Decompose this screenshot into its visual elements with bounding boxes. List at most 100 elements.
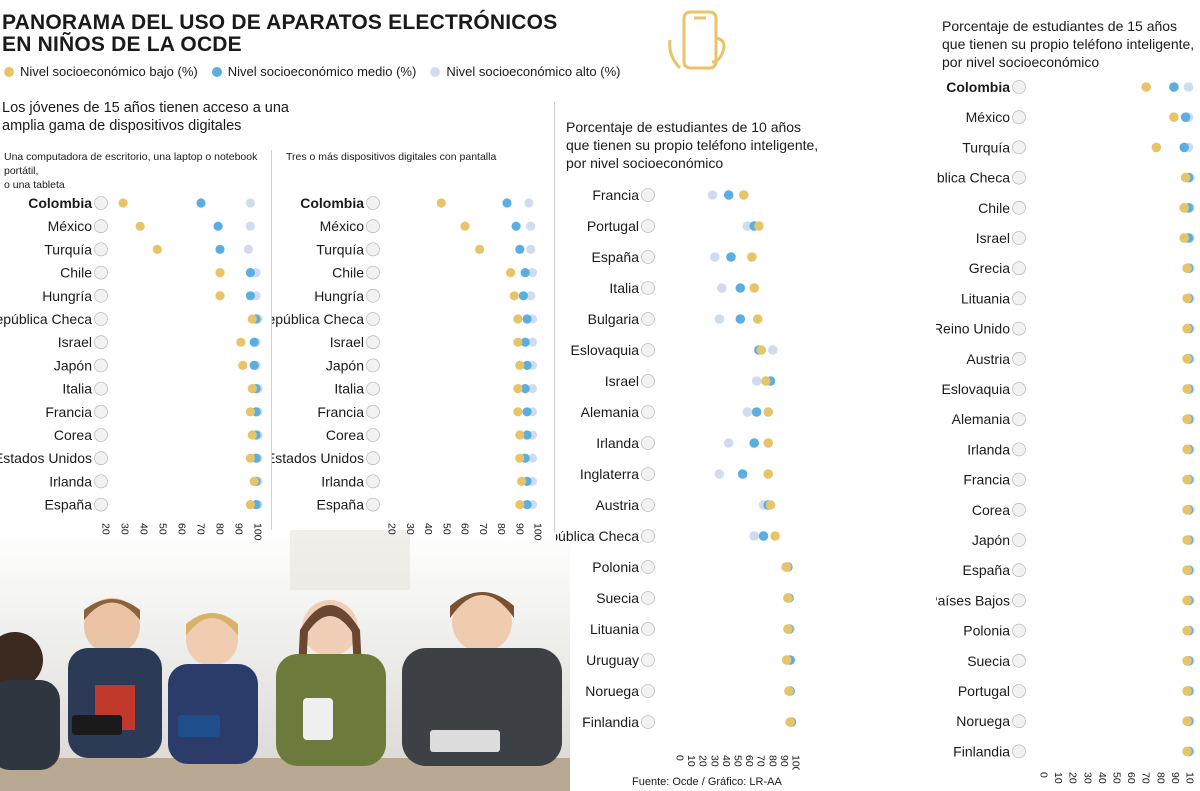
- data-point-mid: [249, 337, 259, 347]
- flag-icon: [641, 250, 655, 264]
- legend-swatch-high: [430, 66, 441, 77]
- country-label: Irlanda: [49, 473, 92, 489]
- data-point-high: [751, 376, 762, 386]
- country-label: Corea: [972, 502, 1010, 518]
- x-tick-label: 70: [195, 523, 207, 535]
- legend-item-mid: Nivel socioeconómico medio (%): [211, 64, 416, 79]
- data-point-low: [781, 655, 792, 665]
- x-tick-label: 60: [176, 523, 188, 535]
- data-point-low: [761, 376, 771, 386]
- country-label: Francia: [45, 404, 92, 420]
- data-point-low: [247, 314, 257, 324]
- data-point-low: [515, 360, 525, 370]
- chart3-title-line1: Porcentaje de estudiantes de 10 años: [566, 119, 802, 135]
- flag-icon: [366, 196, 380, 210]
- data-point-mid: [515, 244, 525, 254]
- x-tick-label: 50: [157, 523, 169, 535]
- data-point-mid: [249, 360, 259, 370]
- flag-icon: [641, 405, 655, 419]
- data-point-high: [714, 469, 725, 479]
- flag-icon: [1012, 351, 1026, 366]
- country-label: Japón: [326, 357, 364, 373]
- flag-icon: [1012, 502, 1026, 517]
- chart4-title: Porcentaje de estudiantes de 15 años que…: [942, 17, 1194, 71]
- flag-icon: [94, 428, 108, 442]
- x-tick-label: 70: [1140, 772, 1152, 784]
- data-point-low: [1182, 444, 1192, 455]
- x-tick-label: 20: [1067, 772, 1079, 784]
- data-point-high: [245, 221, 255, 231]
- flag-icon: [94, 404, 108, 419]
- flag-icon: [366, 428, 380, 442]
- flag-icon: [1012, 140, 1026, 155]
- data-point-mid: [522, 430, 532, 440]
- data-point-low: [763, 438, 773, 448]
- country-label: Alemania: [952, 411, 1011, 427]
- data-point-low: [1182, 716, 1192, 726]
- flag-icon: [1012, 744, 1026, 759]
- flag-icon: [366, 358, 380, 373]
- flag-icon: [641, 312, 655, 326]
- chart1-subtitle-line1: Una computadora de escritorio, una lapto…: [4, 151, 258, 177]
- data-point-low: [475, 244, 485, 254]
- data-point-high: [526, 291, 536, 301]
- x-tick-label: 20: [697, 755, 709, 767]
- country-label: Japón: [972, 532, 1010, 548]
- country-label: Francia: [963, 472, 1010, 488]
- country-label: Israel: [976, 230, 1010, 246]
- country-label: República Checa: [0, 311, 92, 327]
- country-label: República Checa: [272, 311, 364, 327]
- legend-label-low: Nivel socioeconómico bajo (%): [20, 64, 198, 79]
- flag-icon: [1012, 80, 1026, 94]
- data-point-low: [1151, 142, 1162, 153]
- flag-icon: [641, 560, 655, 574]
- data-point-low: [236, 337, 246, 347]
- data-point-mid: [196, 198, 206, 208]
- flag-icon: [94, 451, 108, 466]
- data-point-low: [247, 430, 257, 440]
- country-label: Eslovaquia: [942, 381, 1011, 397]
- data-point-low: [517, 476, 527, 486]
- chart1-subtitle: Una computadora de escritorio, una lapto…: [4, 150, 266, 192]
- flag-icon: [641, 653, 655, 667]
- country-label: Bulgaria: [588, 311, 640, 327]
- children-photo-illustration: [0, 530, 570, 791]
- data-point-high: [526, 244, 536, 254]
- data-point-low: [770, 531, 780, 541]
- country-label: Hungría: [314, 288, 364, 304]
- flag-icon: [366, 288, 380, 303]
- country-label: Reino Unido: [936, 321, 1010, 337]
- country-label: Suecia: [967, 653, 1010, 669]
- flag-icon: [94, 265, 108, 280]
- flag-icon: [1012, 321, 1026, 336]
- flag-icon: [366, 265, 380, 280]
- country-label: Alemania: [581, 404, 640, 420]
- data-point-low: [513, 314, 523, 324]
- flag-icon: [366, 451, 380, 466]
- data-point-mid: [726, 252, 736, 262]
- chart-three-screens: Colombia México Turquía Chile Hungría Repúbli…: [272, 195, 544, 541]
- flag-icon: [366, 474, 380, 489]
- data-point-high: [527, 337, 538, 347]
- chart-smartphone-10: Francia Portugal España Italia Bulgaria Eslov…: [556, 187, 802, 770]
- country-label: Grecia: [969, 260, 1010, 276]
- flag-icon: [94, 497, 108, 512]
- country-label: Suecia: [596, 590, 639, 606]
- smartphone-hand-icon: [668, 10, 726, 70]
- data-point-mid: [520, 268, 530, 278]
- chart1-subtitle-line2: o una tableta: [4, 179, 65, 191]
- data-point-low: [1182, 656, 1192, 666]
- x-tick-label: 70: [477, 523, 489, 535]
- data-point-low: [1141, 82, 1151, 92]
- data-point-low: [118, 198, 128, 208]
- flag-icon: [366, 312, 380, 326]
- data-point-low: [245, 453, 255, 463]
- data-point-low: [763, 469, 773, 479]
- data-point-low: [785, 717, 795, 727]
- country-label: Finlandia: [582, 714, 639, 730]
- country-label: Portugal: [958, 683, 1010, 699]
- flag-icon: [1012, 412, 1026, 427]
- data-point-low: [249, 476, 259, 486]
- data-point-high: [742, 221, 753, 231]
- flag-icon: [641, 467, 655, 481]
